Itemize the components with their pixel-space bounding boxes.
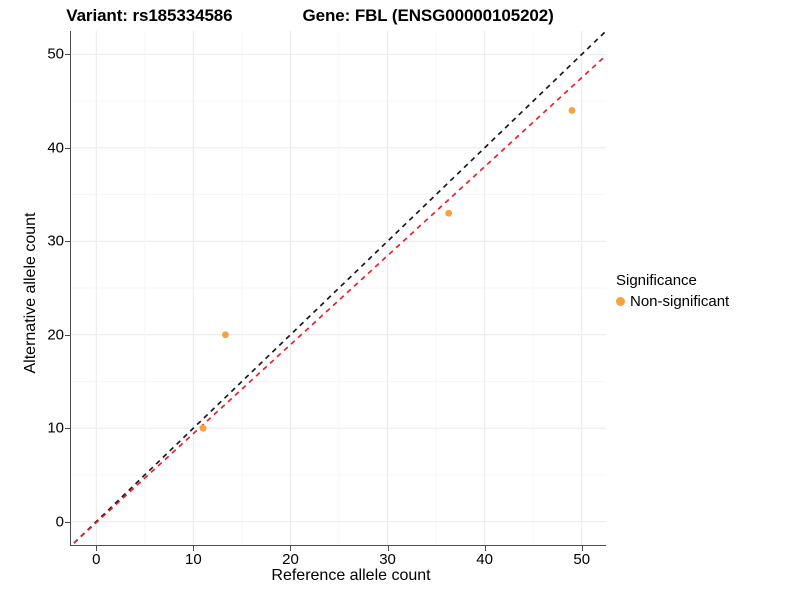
legend: Significance Non-significant [616, 272, 796, 310]
y-tick-mark [65, 241, 70, 243]
x-tick-label: 0 [92, 551, 101, 568]
legend-entry-label: Non-significant [630, 293, 730, 310]
x-tick-label: 30 [379, 551, 396, 568]
plot-panel [72, 31, 606, 545]
plot-canvas [72, 31, 606, 545]
y-tick-mark [65, 54, 70, 56]
data-point[interactable] [199, 424, 207, 432]
data-point[interactable] [445, 209, 453, 217]
y-axis-title: Alternative allele count [22, 212, 39, 374]
data-series-non-significant [199, 107, 576, 432]
y-tick-label: 10 [47, 419, 64, 437]
x-tick-mark [581, 546, 583, 551]
identity-line [73, 31, 606, 544]
legend-dot-icon [616, 297, 625, 306]
y-axis-line [70, 31, 71, 546]
x-tick-mark [387, 546, 389, 551]
y-tick-label: 0 [55, 513, 64, 531]
figure-title-row: Variant: rs185334586 Gene: FBL (ENSG0000… [0, 3, 620, 29]
x-tick-label: 50 [573, 551, 591, 568]
y-axis-tick-labels: 0 10 20 30 40 50 [28, 31, 64, 545]
fit-line [73, 54, 606, 544]
y-tick-label: 30 [47, 232, 64, 250]
y-tick-mark [65, 428, 70, 430]
x-tick-label: 20 [282, 551, 299, 568]
y-tick-label: 40 [47, 139, 64, 157]
variant-title: Variant: rs185334586 [66, 6, 233, 25]
gene-title: Gene: FBL (ENSG00000105202) [302, 6, 554, 25]
data-point[interactable] [222, 331, 229, 339]
y-tick-label: 20 [47, 326, 64, 344]
x-tick-mark [484, 546, 486, 551]
x-axis-title: Reference allele count [271, 567, 431, 584]
data-point[interactable] [568, 107, 576, 114]
y-tick-mark [65, 334, 70, 336]
grid-lines [72, 31, 606, 545]
x-tick-label: 10 [185, 551, 202, 568]
x-tick-mark [193, 546, 195, 551]
legend-entry[interactable]: Non-significant [616, 293, 796, 310]
legend-entries: Non-significant [616, 293, 796, 310]
x-tick-mark [290, 546, 292, 551]
x-axis-line [70, 545, 606, 546]
y-tick-label: 50 [47, 45, 64, 63]
x-tick-mark [96, 546, 98, 551]
x-axis-tick-labels: 0 10 20 30 40 50 [0, 551, 700, 571]
x-tick-label: 40 [476, 551, 493, 568]
legend-title: Significance [616, 272, 697, 289]
y-tick-mark [65, 521, 70, 523]
y-tick-mark [65, 147, 70, 149]
